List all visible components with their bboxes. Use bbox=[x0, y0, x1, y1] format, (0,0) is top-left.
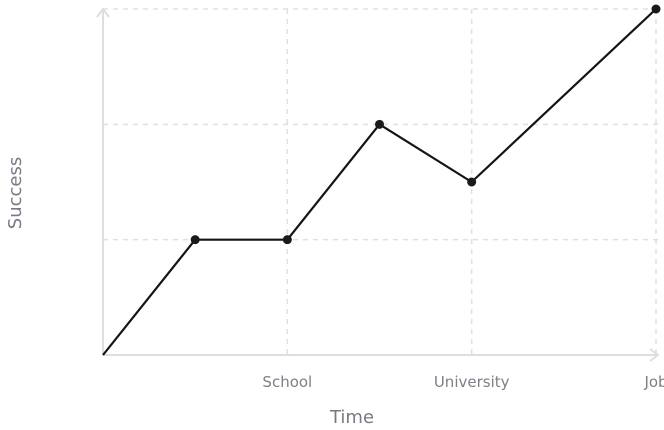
grid-lines bbox=[103, 8, 662, 355]
x-tick-labels: School University Job bbox=[262, 373, 664, 391]
x-tick-label: University bbox=[434, 373, 510, 391]
data-point bbox=[190, 235, 200, 245]
data-point bbox=[651, 4, 661, 14]
data-point bbox=[282, 235, 292, 245]
x-axis-title: Time bbox=[329, 407, 374, 428]
x-axis-arrow-icon bbox=[649, 348, 660, 362]
data-point bbox=[375, 119, 384, 129]
data-point bbox=[467, 177, 477, 187]
y-axis-title: Success bbox=[5, 157, 26, 229]
series bbox=[102, 4, 661, 356]
y-axis-arrow-icon bbox=[96, 7, 110, 18]
series-line bbox=[102, 8, 657, 356]
axes bbox=[96, 7, 660, 362]
x-tick-label: Job bbox=[643, 373, 664, 391]
x-tick-label: School bbox=[262, 373, 312, 391]
